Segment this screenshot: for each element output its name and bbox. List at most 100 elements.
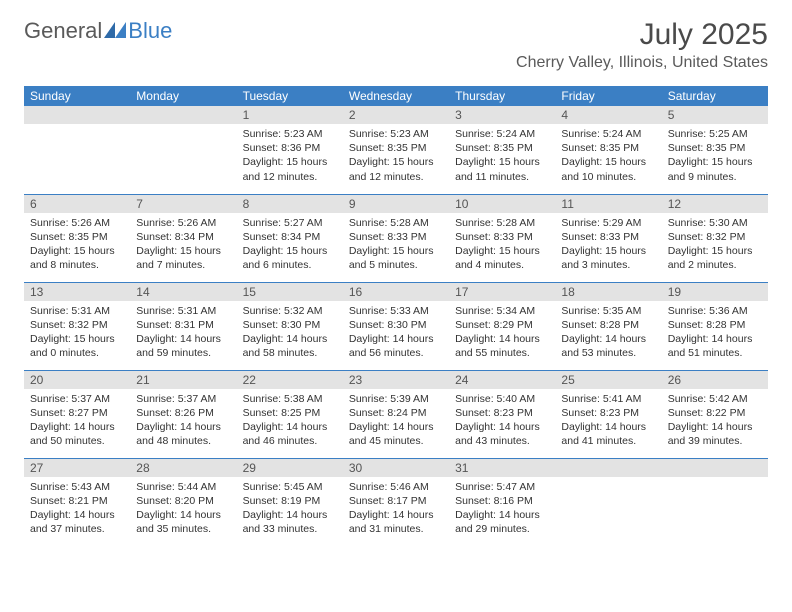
day-header: Sunday (24, 86, 130, 106)
calendar-table: SundayMondayTuesdayWednesdayThursdayFrid… (24, 86, 768, 546)
sunrise-text: Sunrise: 5:37 AM (136, 392, 230, 406)
day-info: Sunrise: 5:28 AMSunset: 8:33 PMDaylight:… (449, 213, 555, 279)
daylight-text: Daylight: 14 hours and 56 minutes. (349, 332, 443, 360)
day-number-empty (130, 106, 236, 124)
day-info: Sunrise: 5:35 AMSunset: 8:28 PMDaylight:… (555, 301, 661, 367)
sunset-text: Sunset: 8:21 PM (30, 494, 124, 508)
sunrise-text: Sunrise: 5:38 AM (243, 392, 337, 406)
daylight-text: Daylight: 14 hours and 29 minutes. (455, 508, 549, 536)
sunset-text: Sunset: 8:28 PM (561, 318, 655, 332)
daylight-text: Daylight: 15 hours and 12 minutes. (349, 155, 443, 183)
calendar-cell: 1Sunrise: 5:23 AMSunset: 8:36 PMDaylight… (237, 106, 343, 194)
daylight-text: Daylight: 15 hours and 5 minutes. (349, 244, 443, 272)
page-title: July 2025 (516, 18, 768, 52)
sunset-text: Sunset: 8:34 PM (243, 230, 337, 244)
sunrise-text: Sunrise: 5:40 AM (455, 392, 549, 406)
calendar-cell: 27Sunrise: 5:43 AMSunset: 8:21 PMDayligh… (24, 458, 130, 546)
day-info: Sunrise: 5:26 AMSunset: 8:35 PMDaylight:… (24, 213, 130, 279)
day-info: Sunrise: 5:38 AMSunset: 8:25 PMDaylight:… (237, 389, 343, 455)
sunrise-text: Sunrise: 5:26 AM (136, 216, 230, 230)
day-info: Sunrise: 5:34 AMSunset: 8:29 PMDaylight:… (449, 301, 555, 367)
sunrise-text: Sunrise: 5:45 AM (243, 480, 337, 494)
sunrise-text: Sunrise: 5:39 AM (349, 392, 443, 406)
calendar-cell: 13Sunrise: 5:31 AMSunset: 8:32 PMDayligh… (24, 282, 130, 370)
day-number: 28 (130, 459, 236, 477)
calendar-cell: 17Sunrise: 5:34 AMSunset: 8:29 PMDayligh… (449, 282, 555, 370)
sunrise-text: Sunrise: 5:36 AM (668, 304, 762, 318)
calendar-week: 27 Sunrise: 5:43 AMSunset: 8:21 PM Dayligh… (24, 458, 768, 546)
logo: General Blue (24, 18, 172, 44)
sunrise-text: Sunrise: 5:24 AM (455, 127, 549, 141)
day-number: 16 (343, 283, 449, 301)
sunrise-text: Sunrise: 5:46 AM (349, 480, 443, 494)
sunset-text: Sunset: 8:30 PM (243, 318, 337, 332)
day-info: Sunrise: 5:30 AMSunset: 8:32 PMDaylight:… (662, 213, 768, 279)
daylight-text: Daylight: 14 hours and 46 minutes. (243, 420, 337, 448)
sunset-text: Sunset: 8:35 PM (455, 141, 549, 155)
day-number-empty (662, 459, 768, 477)
location-text: Cherry Valley, Illinois, United States (516, 54, 768, 72)
sunset-text: Sunset: 8:32 PM (30, 318, 124, 332)
day-info: Sunrise: 5:29 AMSunset: 8:33 PMDaylight:… (555, 213, 661, 279)
day-info: Sunrise: 5:42 AMSunset: 8:22 PMDaylight:… (662, 389, 768, 455)
sunset-text: Sunset: 8:23 PM (561, 406, 655, 420)
daylight-text: Daylight: 15 hours and 7 minutes. (136, 244, 230, 272)
sunrise-text: Sunrise: 5:26 AM (30, 216, 124, 230)
sunrise-text: Sunrise: 5:44 AM (136, 480, 230, 494)
calendar-cell: 8Sunrise: 5:27 AMSunset: 8:34 PMDaylight… (237, 194, 343, 282)
daylight-text: Daylight: 14 hours and 50 minutes. (30, 420, 124, 448)
day-number: 30 (343, 459, 449, 477)
sunrise-text: Sunrise: 5:27 AM (243, 216, 337, 230)
logo-text-blue: Blue (128, 18, 172, 44)
day-info: Sunrise: 5:44 AMSunset: 8:20 PMDaylight:… (130, 477, 236, 543)
calendar-cell: 23Sunrise: 5:39 AMSunset: 8:24 PMDayligh… (343, 370, 449, 458)
header: General Blue July 2025 Cherry Valley, Il… (24, 18, 768, 72)
calendar-cell: 3Sunrise: 5:24 AMSunset: 8:35 PMDaylight… (449, 106, 555, 194)
sunset-text: Sunset: 8:24 PM (349, 406, 443, 420)
daylight-text: Daylight: 14 hours and 51 minutes. (668, 332, 762, 360)
sunrise-text: Sunrise: 5:28 AM (349, 216, 443, 230)
sunrise-text: Sunrise: 5:47 AM (455, 480, 549, 494)
sunrise-text: Sunrise: 5:43 AM (30, 480, 124, 494)
calendar-cell: 4Sunrise: 5:24 AMSunset: 8:35 PMDaylight… (555, 106, 661, 194)
calendar-cell: 26Sunrise: 5:42 AMSunset: 8:22 PMDayligh… (662, 370, 768, 458)
day-number: 17 (449, 283, 555, 301)
calendar-cell (662, 458, 768, 546)
calendar-cell: 11Sunrise: 5:29 AMSunset: 8:33 PMDayligh… (555, 194, 661, 282)
sunrise-text: Sunrise: 5:31 AM (30, 304, 124, 318)
sunrise-text: Sunrise: 5:33 AM (349, 304, 443, 318)
day-info: Sunrise: 5:37 AMSunset: 8:27 PMDaylight:… (24, 389, 130, 455)
day-number: 8 (237, 195, 343, 213)
day-number: 18 (555, 283, 661, 301)
day-number: 27 (24, 459, 130, 477)
day-header: Wednesday (343, 86, 449, 106)
day-number: 5 (662, 106, 768, 124)
daylight-text: Daylight: 14 hours and 41 minutes. (561, 420, 655, 448)
day-number: 3 (449, 106, 555, 124)
daylight-text: Daylight: 14 hours and 33 minutes. (243, 508, 337, 536)
day-number: 14 (130, 283, 236, 301)
sunrise-text: Sunrise: 5:23 AM (243, 127, 337, 141)
daylight-text: Daylight: 14 hours and 43 minutes. (455, 420, 549, 448)
calendar-week: 6Sunrise: 5:26 AMSunset: 8:35 PMDaylight… (24, 194, 768, 282)
day-number: 7 (130, 195, 236, 213)
day-info: Sunrise: 5:37 AMSunset: 8:26 PMDaylight:… (130, 389, 236, 455)
day-number: 1 (237, 106, 343, 124)
day-number: 10 (449, 195, 555, 213)
day-number-empty (555, 459, 661, 477)
day-info: Sunrise: 5:25 AMSunset: 8:35 PMDaylight:… (662, 124, 768, 190)
calendar-cell: 19Sunrise: 5:36 AMSunset: 8:28 PMDayligh… (662, 282, 768, 370)
day-number: 12 (662, 195, 768, 213)
daylight-text: Daylight: 15 hours and 4 minutes. (455, 244, 549, 272)
daylight-text: Daylight: 15 hours and 3 minutes. (561, 244, 655, 272)
day-header: Tuesday (237, 86, 343, 106)
day-info: Sunrise: 5:31 AMSunset: 8:31 PMDaylight:… (130, 301, 236, 367)
day-number: 24 (449, 371, 555, 389)
day-info: Sunrise: 5:32 AMSunset: 8:30 PMDaylight:… (237, 301, 343, 367)
day-info: Sunrise: 5:27 AMSunset: 8:34 PMDaylight:… (237, 213, 343, 279)
day-number: 11 (555, 195, 661, 213)
day-number: 26 (662, 371, 768, 389)
day-info: Sunrise: 5:23 AMSunset: 8:35 PMDaylight:… (343, 124, 449, 190)
day-info: Sunrise: 5:31 AMSunset: 8:32 PMDaylight:… (24, 301, 130, 367)
sunset-text: Sunset: 8:20 PM (136, 494, 230, 508)
